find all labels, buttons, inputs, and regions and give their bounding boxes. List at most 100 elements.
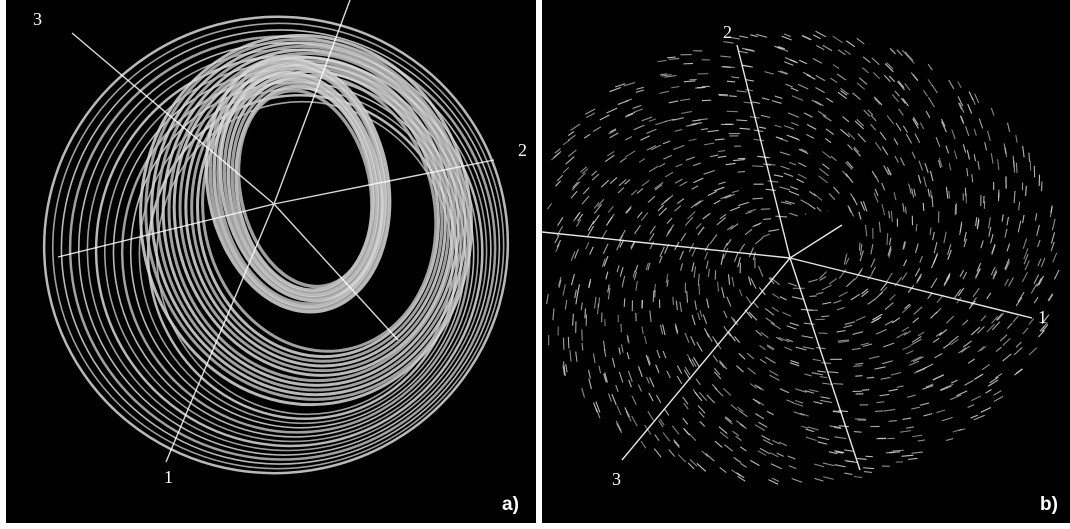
field-arrow — [666, 217, 673, 224]
field-arrow — [819, 276, 827, 281]
field-arrow — [599, 114, 610, 121]
field-arrow — [764, 308, 775, 316]
field-arrow — [720, 253, 725, 265]
field-arrow — [572, 313, 574, 326]
field-arrow — [571, 181, 581, 191]
field-arrow — [1039, 325, 1045, 332]
field-arrow — [641, 326, 644, 335]
field-arrow — [677, 198, 685, 204]
field-arrow — [1022, 145, 1025, 158]
field-arrow — [623, 82, 636, 87]
field-arrow — [736, 119, 748, 122]
field-arrow — [789, 322, 799, 327]
axis-label-3: 3 — [612, 469, 621, 489]
field-arrow — [633, 271, 637, 280]
field-arrow — [736, 420, 745, 428]
field-arrow — [778, 45, 786, 50]
field-arrow — [939, 386, 948, 391]
field-arrow — [567, 134, 576, 141]
field-arrow — [881, 360, 893, 365]
field-arrow — [815, 87, 825, 94]
field-arrow — [604, 372, 608, 383]
field-arrow — [1023, 248, 1029, 260]
field-arrow — [693, 356, 701, 368]
field-arrow — [763, 218, 772, 221]
field-arrow — [745, 78, 754, 82]
field-arrow — [654, 181, 664, 190]
field-arrow — [770, 322, 781, 330]
field-arrow — [574, 248, 579, 259]
panel-separator — [536, 0, 542, 529]
field-arrow — [769, 370, 779, 376]
field-arrow — [927, 188, 930, 197]
field-arrow — [592, 126, 602, 133]
field-arrow — [886, 166, 892, 176]
field-arrow — [693, 266, 697, 278]
field-arrow — [741, 64, 753, 68]
field-arrow — [691, 122, 702, 126]
field-arrow — [714, 367, 721, 376]
field-arrow — [770, 452, 779, 458]
field-arrow — [1004, 228, 1008, 238]
field-arrow — [957, 81, 962, 89]
field-arrow — [879, 131, 887, 141]
field-arrow — [570, 190, 578, 199]
field-arrow — [1003, 143, 1007, 155]
field-arrow — [852, 197, 858, 206]
field-arrow — [786, 399, 794, 404]
field-arrow — [725, 416, 732, 423]
field-arrow — [945, 315, 955, 324]
field-arrow — [726, 239, 732, 246]
field-arrow — [836, 330, 846, 333]
field-arrow — [757, 265, 764, 277]
field-arrow — [646, 128, 657, 134]
field-arrow — [836, 73, 847, 81]
field-arrow — [874, 175, 880, 183]
axis-label-3: 3 — [33, 9, 42, 29]
field-arrow — [1015, 297, 1023, 307]
field-arrow — [927, 79, 934, 87]
field-arrow — [632, 104, 642, 110]
field-arrow — [798, 148, 809, 155]
field-arrow — [822, 163, 830, 170]
field-arrow — [657, 59, 667, 63]
field-arrow — [829, 425, 841, 429]
field-arrow — [695, 378, 701, 386]
field-arrow — [625, 207, 632, 214]
field-arrow — [917, 331, 925, 337]
field-arrow — [1028, 318, 1035, 325]
field-arrow — [992, 269, 998, 277]
field-arrow — [943, 342, 951, 349]
field-arrow — [730, 316, 736, 324]
field-arrow — [1025, 185, 1027, 196]
field-arrow — [948, 79, 955, 90]
field-arrow — [776, 452, 784, 457]
field-arrow — [649, 310, 652, 323]
field-arrow — [798, 162, 807, 168]
field-arrow — [947, 249, 952, 260]
field-arrow — [671, 85, 680, 89]
field-arrow — [884, 302, 894, 311]
field-arrow — [949, 335, 959, 344]
field-arrow — [933, 252, 939, 264]
field-arrow — [733, 252, 739, 262]
field-arrow — [815, 30, 827, 38]
axis-label-1: 1 — [1038, 307, 1047, 327]
field-arrow — [728, 331, 736, 342]
field-arrow — [930, 190, 933, 199]
field-arrow — [724, 444, 734, 452]
field-arrow — [801, 335, 814, 339]
field-arrow — [750, 278, 757, 289]
field-arrow — [699, 310, 703, 318]
field-arrow — [746, 352, 755, 360]
field-arrow — [923, 90, 928, 97]
field-arrow — [740, 462, 747, 468]
field-arrow — [978, 118, 984, 129]
axis-line-3 — [621, 257, 791, 461]
field-arrow — [563, 366, 566, 376]
field-arrow — [857, 457, 867, 461]
axis-label-1: 1 — [164, 467, 173, 487]
field-arrow — [804, 390, 815, 394]
ribbon-strand — [150, 41, 467, 397]
field-arrow — [607, 213, 615, 223]
